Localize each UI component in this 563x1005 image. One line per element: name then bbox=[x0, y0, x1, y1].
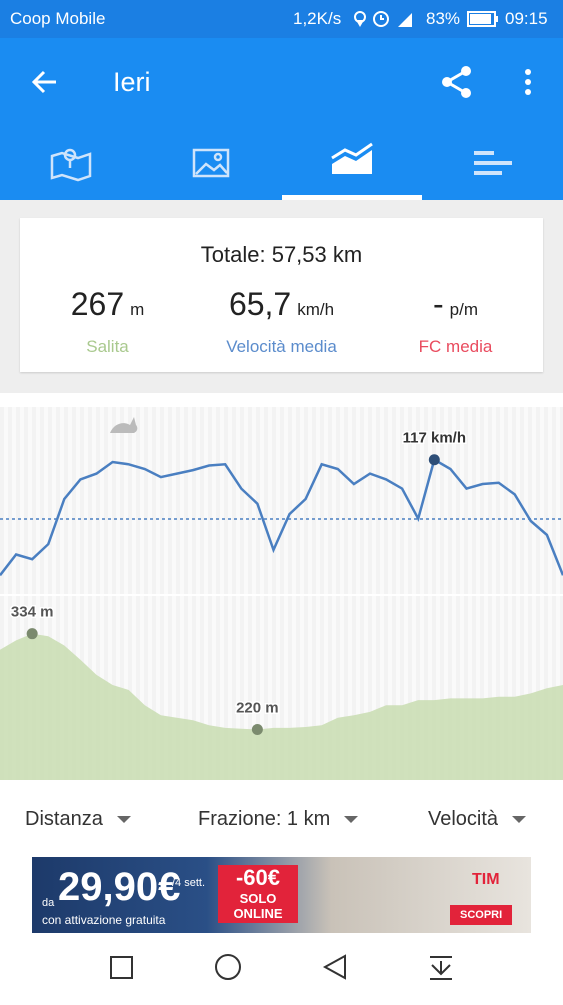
stat-value: - bbox=[433, 286, 444, 322]
status-bar: Coop Mobile 1,2K/s 83% 09:15 bbox=[0, 0, 563, 38]
ad-text: con attivazione gratuita bbox=[42, 913, 166, 927]
highlight-point bbox=[428, 454, 440, 466]
back-button[interactable] bbox=[30, 68, 60, 96]
home-button[interactable] bbox=[215, 954, 241, 980]
summary-card: Totale: 57,53 km 267 m Salita 65,7 km/h Velo… bbox=[20, 218, 543, 372]
stat-value: 267 bbox=[70, 286, 125, 322]
stat: - p/m FC media bbox=[368, 286, 543, 357]
share-button[interactable] bbox=[440, 65, 474, 99]
ad-price: 29,90€ bbox=[58, 865, 181, 909]
ad-online: SOLO ONLINE bbox=[233, 891, 283, 921]
clock: 09:15 bbox=[505, 9, 548, 28]
stat: 65,7 km/h Velocità media bbox=[194, 286, 369, 357]
network-speed: 1,2K/s bbox=[293, 9, 342, 28]
photo-tab[interactable] bbox=[192, 148, 230, 178]
split-selector[interactable]: Frazione: 1 km bbox=[198, 808, 359, 831]
x-axis-selector[interactable]: Distanza bbox=[25, 808, 131, 831]
stat-unit: m bbox=[130, 300, 145, 319]
tab-bar bbox=[50, 142, 512, 200]
ad-discount: -60€ bbox=[235, 865, 281, 890]
stat-value: 65,7 bbox=[228, 286, 292, 322]
chart-controls: Distanza Frazione: 1 km Velocità bbox=[0, 780, 563, 856]
chart-tab[interactable] bbox=[331, 142, 373, 174]
stat: 267 m Salita bbox=[20, 286, 195, 357]
ad-banner[interactable]: da 29,90€ /4 sett. con attivazione gratu… bbox=[32, 857, 531, 933]
stat-unit: km/h bbox=[297, 300, 335, 319]
speed-line bbox=[0, 457, 563, 577]
carrier: Coop Mobile bbox=[10, 9, 106, 28]
highlight-point bbox=[26, 628, 38, 640]
status-icons bbox=[354, 11, 412, 27]
highlight-point bbox=[251, 724, 263, 736]
menu-button[interactable] bbox=[520, 68, 536, 96]
notifications-button[interactable] bbox=[430, 956, 452, 980]
speed-icon bbox=[110, 417, 138, 433]
stat-label: FC media bbox=[418, 337, 493, 356]
battery-level: 83% bbox=[426, 9, 461, 28]
active-tab-indicator bbox=[282, 195, 422, 200]
point-label: 117 km/h bbox=[403, 430, 466, 447]
map-tab[interactable] bbox=[50, 148, 92, 182]
splits-tab[interactable] bbox=[474, 151, 512, 175]
ad-brand: TIM bbox=[472, 871, 500, 888]
point-label: 334 m bbox=[11, 604, 54, 621]
ad-cta[interactable]: SCOPRI bbox=[450, 905, 513, 925]
selector-label: Velocità bbox=[428, 808, 499, 830]
back-nav-button[interactable] bbox=[322, 954, 346, 980]
navigation-bar bbox=[0, 935, 563, 1000]
metric-selector[interactable]: Velocità bbox=[428, 808, 527, 831]
selector-label: Frazione: 1 km bbox=[198, 808, 331, 830]
screen-title: Ieri bbox=[113, 67, 151, 97]
ad-text: da bbox=[42, 897, 55, 909]
selector-label: Distanza bbox=[25, 808, 103, 830]
battery-icon bbox=[467, 11, 498, 27]
point-label: 220 m bbox=[236, 700, 279, 717]
stat-label: Velocità media bbox=[226, 337, 337, 356]
total-distance: Totale: 57,53 km bbox=[200, 242, 363, 267]
ad-badge: -60€ SOLO ONLINE bbox=[218, 865, 298, 923]
ad-text: /4 sett. bbox=[172, 877, 206, 889]
stat-unit: p/m bbox=[449, 300, 478, 319]
elevation-area bbox=[0, 633, 563, 780]
nav-buttons bbox=[110, 954, 452, 980]
recents-button[interactable] bbox=[110, 956, 133, 979]
app-bar: Ieri bbox=[0, 38, 563, 200]
chart: 334 m 220 m 117 km/h bbox=[0, 407, 563, 780]
stat-label: Salita bbox=[86, 337, 129, 356]
